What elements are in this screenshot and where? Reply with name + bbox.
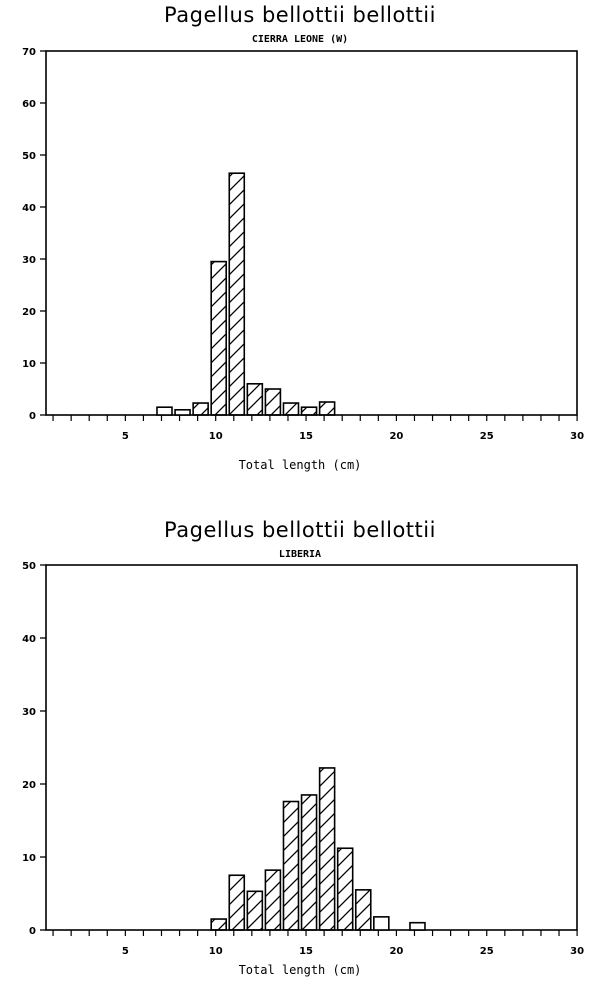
histogram-bar xyxy=(210,918,227,931)
x-tick-label: 5 xyxy=(122,946,129,957)
histogram-bar xyxy=(282,402,300,416)
histogram-bar xyxy=(228,172,246,416)
chart-title: Pagellus bellottii bellottii xyxy=(164,3,436,27)
chart-title: Pagellus bellottii bellottii xyxy=(164,518,436,542)
x-axis-label: Total length (cm) xyxy=(238,963,362,977)
plot-area-liberia: 0 10 20 30 40 50 5 10 15 20 25 30 xyxy=(22,561,584,957)
y-tick-label: 40 xyxy=(22,634,36,645)
x-tick-label: 15 xyxy=(299,946,313,957)
x-tick-label: 10 xyxy=(209,946,223,957)
histogram-bar xyxy=(318,767,336,931)
y-tick-label: 30 xyxy=(22,707,36,718)
histogram-bar xyxy=(264,388,282,416)
x-tick-label: 5 xyxy=(122,431,129,442)
y-tick-label: 20 xyxy=(22,307,36,318)
y-tick-label: 0 xyxy=(29,411,36,422)
y-tick-label: 20 xyxy=(22,780,36,791)
chart-subtitle: CIERRA LEONE (W) xyxy=(251,34,349,45)
x-tick-label: 15 xyxy=(299,431,313,442)
histogram-bar xyxy=(246,382,264,416)
histogram-bar xyxy=(156,406,173,416)
x-tick-label: 10 xyxy=(209,431,223,442)
histogram-bar xyxy=(264,869,282,931)
x-tick-label: 25 xyxy=(480,431,494,442)
histogram-bar xyxy=(300,794,318,931)
plot-area-sierra-leone: 0 10 20 30 40 50 60 70 5 10 15 20 25 30 xyxy=(22,47,584,442)
histogram-bar xyxy=(300,406,318,416)
y-tick-label: 50 xyxy=(22,151,36,162)
y-tick-label: 30 xyxy=(22,255,36,266)
x-tick-label: 30 xyxy=(570,946,584,957)
histogram-bar xyxy=(318,401,336,416)
histogram-bar xyxy=(354,889,372,931)
histogram-bar xyxy=(246,890,264,931)
x-tick-label: 20 xyxy=(389,431,403,442)
y-tick-label: 70 xyxy=(22,47,36,58)
x-tick-label: 20 xyxy=(389,946,403,957)
y-tick-label: 50 xyxy=(22,561,36,572)
histogram-bar xyxy=(228,874,246,931)
histogram-bar xyxy=(192,402,209,416)
x-tick-label: 30 xyxy=(570,431,584,442)
x-axis-label: Total length (cm) xyxy=(238,458,362,472)
y-tick-label: 60 xyxy=(22,99,36,110)
histogram-bar xyxy=(409,921,426,931)
plot-frame xyxy=(45,50,578,416)
y-tick-label: 40 xyxy=(22,203,36,214)
x-tick-label: 25 xyxy=(480,946,494,957)
chart-subtitle: LIBERIA xyxy=(278,549,322,560)
histogram-bar xyxy=(373,916,390,931)
histogram-bar xyxy=(282,800,300,931)
histogram-bar xyxy=(174,408,191,416)
histogram-bar xyxy=(336,847,354,931)
y-tick-label: 10 xyxy=(22,853,36,864)
y-tick-label: 10 xyxy=(22,359,36,370)
histogram-bar xyxy=(210,260,227,416)
y-tick-label: 0 xyxy=(29,926,36,937)
